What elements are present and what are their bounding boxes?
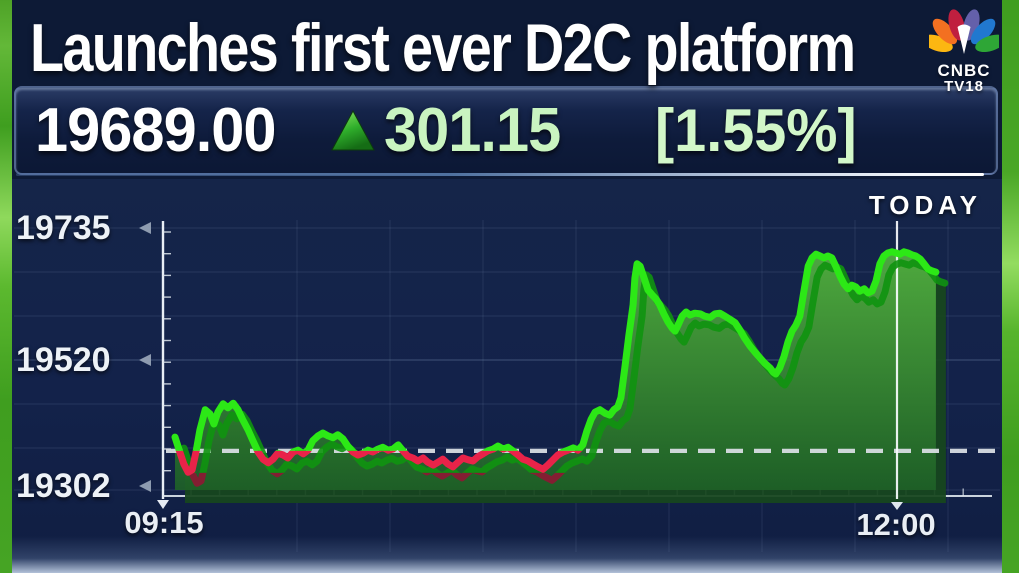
price-change-percent: [1.55%] [655,97,857,164]
x-axis-label-0915: 09:15 [124,505,204,540]
y-axis-label-19302: 19302 [16,467,111,505]
y-axis-label-19520: 19520 [16,341,111,379]
headline-text: Launches first ever D2C platform [30,10,856,86]
frame-right-green-bar [1002,0,1019,573]
peacock-icon [921,9,1007,54]
logo-text-tv18: TV18 [944,78,984,95]
frame-left-green-bar [0,0,12,573]
y-axis-label-19735: 19735 [16,209,111,247]
cnbc-tv18-logo: CNBC TV18 [921,6,1007,95]
up-triangle-icon [330,109,376,158]
last-price: 19689.00 [35,96,277,165]
bottom-glow-fade [12,536,1002,573]
chart-period-label: TODAY [868,190,982,220]
logo-text-cnbc: CNBC [937,61,991,80]
price-change: 301.15 [383,96,561,165]
ticker-bottom-separator [16,173,984,176]
price-ticker-bar: 19689.00 301.15 [1.55%] [14,86,998,175]
